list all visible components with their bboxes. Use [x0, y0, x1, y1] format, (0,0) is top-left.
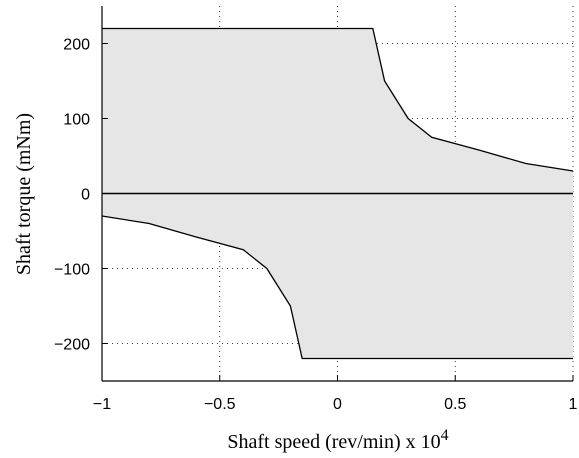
x-tick-label: −1 — [93, 396, 111, 413]
y-tick-label: 200 — [63, 37, 90, 54]
operating-region — [101, 27, 574, 360]
tick-labels: −1 −0.5 0 0.5 1 −200 −100 0 100 200 — [54, 37, 578, 414]
x-tick-label: 1 — [569, 396, 578, 413]
y-tick-label: −100 — [54, 262, 90, 279]
y-tick-label: −200 — [54, 337, 90, 354]
x-axis-title: Shaft speed (rev/min) x 104 — [227, 427, 448, 453]
x-tick-label: 0.5 — [444, 396, 466, 413]
y-axis-title: Shaft torque (mNm) — [13, 113, 35, 275]
upper-boundary-fill — [102, 28, 573, 194]
ticks — [101, 43, 574, 381]
lower-boundary-fill — [102, 193, 573, 359]
upper-boundary-line — [102, 27, 574, 172]
y-tick-label: 0 — [81, 187, 90, 204]
x-tick-label: −0.5 — [204, 396, 236, 413]
x-tick-label: 0 — [333, 396, 342, 413]
lower-boundary-line — [101, 215, 573, 360]
y-tick-label: 100 — [63, 112, 90, 129]
x-axis-exponent: 4 — [441, 427, 449, 444]
